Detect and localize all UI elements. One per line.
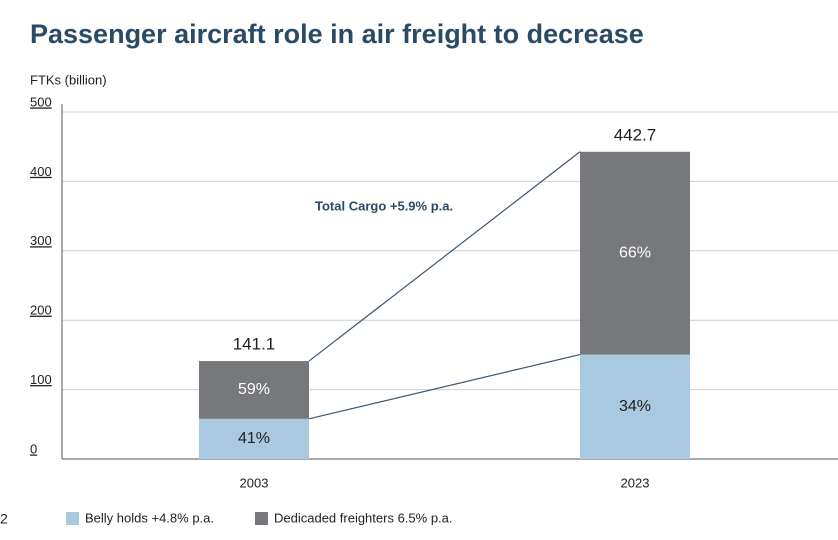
y-tick-label: 100	[30, 372, 52, 387]
total-label: 141.1	[233, 335, 276, 354]
bar-segment	[199, 361, 309, 419]
x-tick-label: 2023	[621, 475, 650, 490]
share-label: 34%	[619, 398, 651, 415]
bar-segment	[580, 354, 690, 459]
legend-swatch	[66, 512, 79, 525]
bar-segment	[580, 151, 690, 355]
y-axis-label: FTKs (billion)	[30, 72, 107, 87]
connector-line	[308, 353, 581, 420]
connector-line	[308, 151, 581, 362]
legend-label: Dedicaded freighters 6.5% p.a.	[274, 510, 453, 525]
y-tick-label: 200	[30, 303, 52, 318]
legend-swatch	[255, 512, 268, 525]
total-label: 442.7	[614, 125, 657, 144]
bar-segment	[199, 418, 309, 459]
share-label: 59%	[238, 381, 270, 398]
annotation: Total Cargo +5.9% p.a.	[315, 198, 453, 213]
y-tick-label: 0	[30, 441, 37, 456]
side-text: 2	[0, 511, 8, 527]
share-label: 41%	[238, 430, 270, 447]
chart-title: Passenger aircraft role in air freight t…	[30, 19, 644, 49]
y-tick-label: 500	[30, 94, 52, 109]
legend-label: Belly holds +4.8% p.a.	[85, 510, 214, 525]
x-tick-label: 2003	[240, 475, 269, 490]
share-label: 66%	[619, 244, 651, 261]
y-tick-label: 400	[30, 164, 52, 179]
y-tick-label: 300	[30, 233, 52, 248]
